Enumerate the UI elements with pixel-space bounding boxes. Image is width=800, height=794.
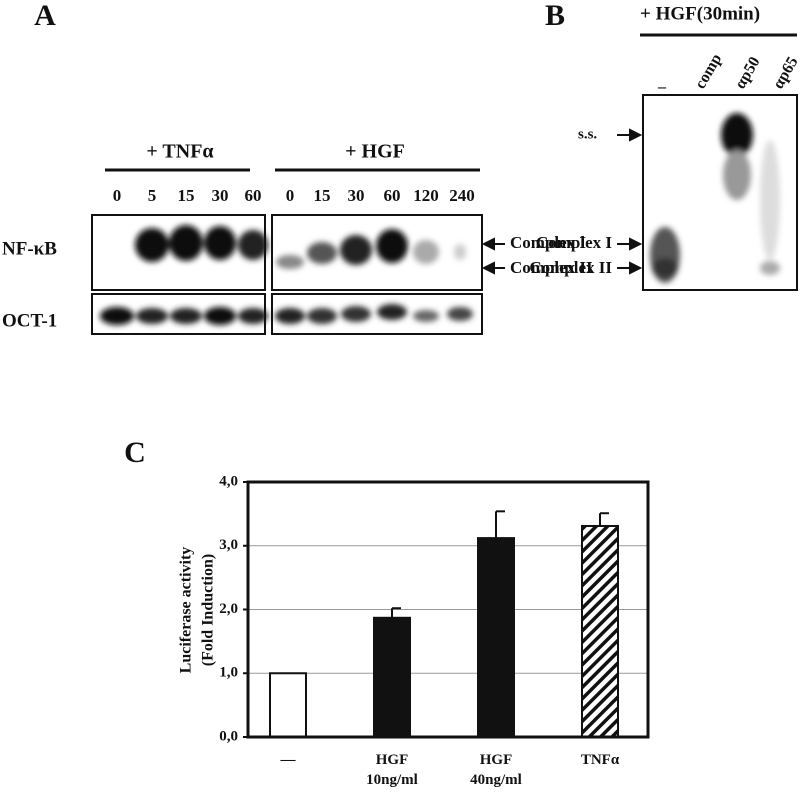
lane-label: 60 [245,186,262,205]
lane-label: 0 [286,186,295,205]
row-label: NF-κB [2,238,57,259]
x-tick-label: — [280,752,296,768]
y-axis-label: (Fold Induction) [200,554,217,666]
group-header: + TNFα [146,141,213,163]
x-tick-label: HGF 40ng/ml [470,752,522,788]
lane-label: αp65 [770,54,800,92]
plot-frame [246,480,650,739]
lane-label: 5 [148,186,157,205]
panel-label: B [545,0,565,32]
lane-label: 240 [449,186,475,205]
lane-label: comp [692,51,725,92]
x-tick-label: HGF 10ng/ml [366,752,418,788]
gel-frame [271,214,483,291]
lane-label: 0 [113,186,122,205]
gel-frame [642,94,798,291]
lane-label: 15 [178,186,195,205]
arrow-label: Complex I [510,233,586,252]
panel-label: A [34,0,56,32]
arrow-label: s.s. [578,126,597,142]
y-tick-label: 2,0 [219,601,238,617]
arrow-label: Complex II [510,258,593,277]
bar [477,537,515,738]
group-header: + HGF [345,141,405,163]
y-tick-label: 0,0 [219,728,238,744]
gel-bands [100,225,473,325]
bar [581,524,619,738]
panel-label: C [124,436,146,469]
lane-label: 30 [348,186,365,205]
y-tick-label: 3,0 [219,537,238,553]
bar [269,672,307,738]
lane-label: 30 [212,186,229,205]
arrow-label: Complex I [536,233,612,252]
y-tick-label: 1,0 [219,665,238,681]
gel-bands [650,113,780,283]
row-label: OCT-1 [2,310,57,331]
y-axis-label: Luciferase activity [178,547,195,674]
gel-frame [91,214,266,291]
gel-frame [271,293,483,335]
lane-label: 120 [413,186,439,205]
lane-label: αp50 [732,54,764,92]
y-tick-label: 4,0 [219,473,238,489]
lane-label: – [657,79,667,96]
lane-label: 60 [384,186,401,205]
arrow-label: Complex II [529,258,612,277]
group-header: + HGF(30min) [640,3,760,24]
lane-label: 15 [314,186,331,205]
gel-frame [91,293,266,335]
bar [373,616,411,738]
arrows [481,128,643,275]
x-tick-label: TNFα [580,752,620,768]
